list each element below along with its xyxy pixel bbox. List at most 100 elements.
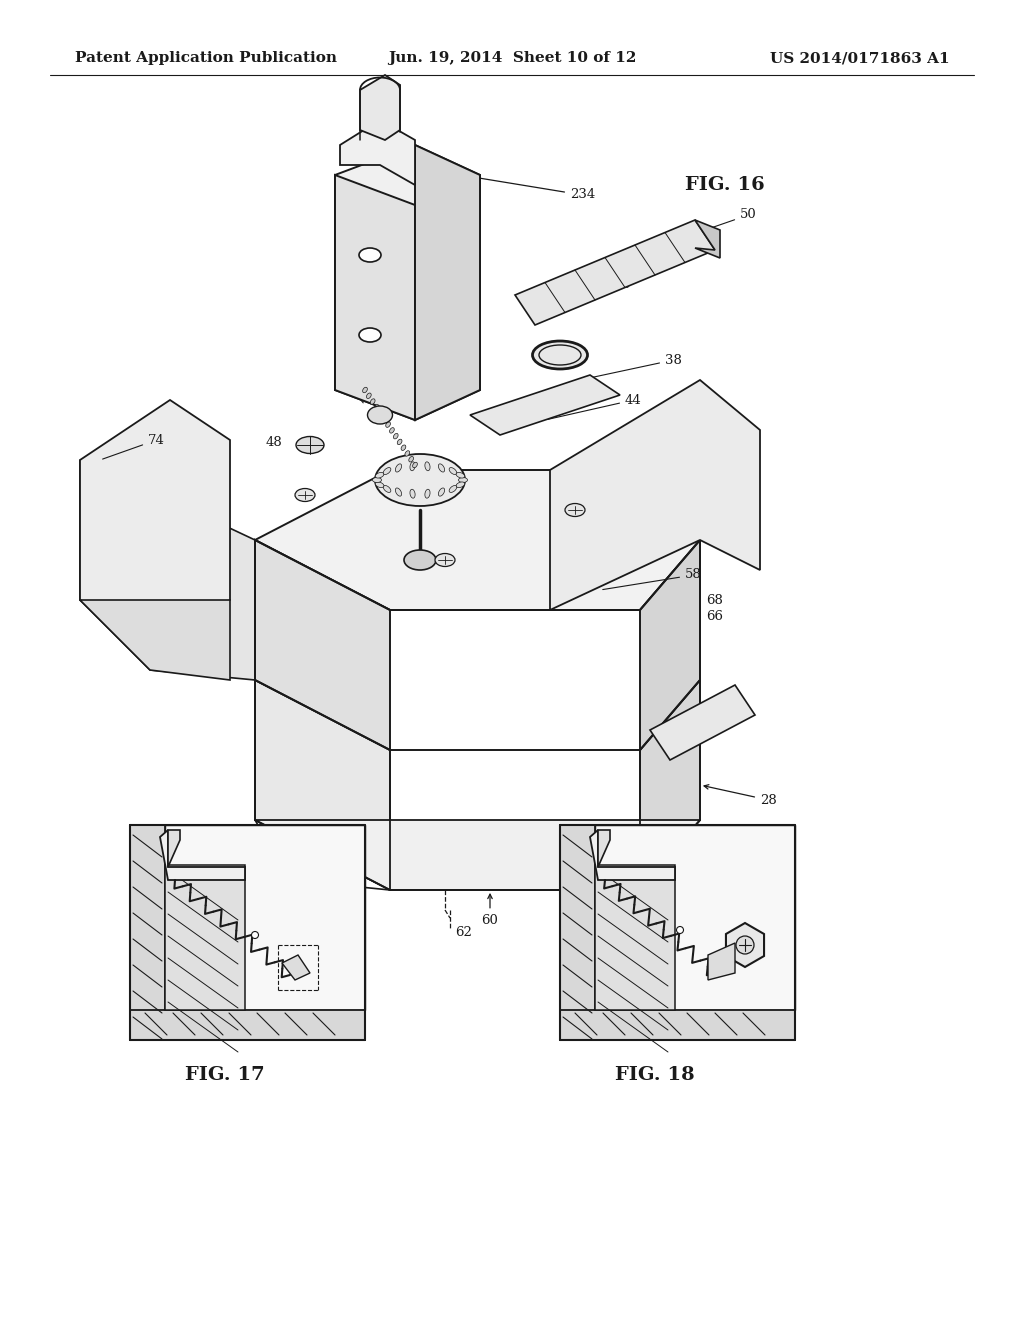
Polygon shape: [168, 830, 180, 867]
Ellipse shape: [450, 486, 457, 492]
Ellipse shape: [438, 488, 444, 496]
Ellipse shape: [362, 387, 368, 393]
Text: 32: 32: [663, 444, 737, 469]
Polygon shape: [335, 176, 415, 420]
Polygon shape: [80, 459, 255, 680]
Text: 36: 36: [285, 874, 304, 907]
Ellipse shape: [413, 462, 418, 467]
Ellipse shape: [395, 488, 401, 496]
Polygon shape: [515, 220, 715, 325]
Ellipse shape: [425, 490, 430, 498]
Polygon shape: [340, 120, 415, 185]
Polygon shape: [595, 825, 795, 1010]
Text: Patent Application Publication: Patent Application Publication: [75, 51, 337, 65]
Text: 234: 234: [434, 169, 595, 202]
Ellipse shape: [295, 488, 315, 502]
Polygon shape: [726, 923, 764, 968]
Ellipse shape: [459, 478, 468, 483]
Ellipse shape: [359, 327, 381, 342]
Ellipse shape: [532, 341, 588, 370]
Ellipse shape: [368, 407, 392, 424]
Text: 44: 44: [548, 393, 642, 420]
Ellipse shape: [404, 450, 410, 457]
Ellipse shape: [435, 553, 455, 566]
Polygon shape: [550, 380, 760, 610]
Polygon shape: [130, 1010, 365, 1040]
Polygon shape: [595, 865, 675, 1010]
Polygon shape: [695, 220, 720, 257]
Ellipse shape: [438, 463, 444, 473]
Polygon shape: [80, 601, 230, 680]
Ellipse shape: [456, 473, 465, 478]
Polygon shape: [640, 540, 700, 750]
Ellipse shape: [383, 486, 391, 492]
Ellipse shape: [565, 503, 585, 516]
Ellipse shape: [359, 248, 381, 261]
Text: 68: 68: [706, 594, 723, 606]
Text: 50: 50: [708, 209, 757, 230]
Polygon shape: [470, 375, 620, 436]
Ellipse shape: [736, 936, 754, 954]
Ellipse shape: [395, 463, 401, 473]
Text: 234: 234: [606, 824, 756, 842]
Polygon shape: [640, 680, 700, 890]
Ellipse shape: [383, 467, 391, 474]
Polygon shape: [282, 954, 310, 979]
Ellipse shape: [375, 473, 384, 478]
Polygon shape: [598, 830, 610, 867]
Polygon shape: [160, 830, 245, 880]
Ellipse shape: [378, 411, 383, 416]
Polygon shape: [255, 820, 700, 890]
Ellipse shape: [450, 467, 457, 474]
Ellipse shape: [393, 433, 398, 438]
Ellipse shape: [410, 462, 415, 471]
Polygon shape: [255, 470, 700, 610]
Text: 238: 238: [671, 896, 758, 923]
Text: 60: 60: [481, 894, 499, 927]
Ellipse shape: [386, 422, 390, 428]
Text: 28: 28: [705, 784, 777, 807]
Ellipse shape: [375, 482, 384, 487]
Ellipse shape: [456, 482, 465, 487]
Ellipse shape: [374, 404, 379, 411]
Ellipse shape: [404, 550, 436, 570]
Ellipse shape: [677, 927, 683, 933]
Polygon shape: [80, 400, 230, 640]
Polygon shape: [560, 1010, 795, 1040]
Text: 74: 74: [102, 433, 165, 459]
Ellipse shape: [371, 399, 375, 404]
Text: FIG. 16: FIG. 16: [685, 176, 765, 194]
Text: 38: 38: [583, 354, 682, 379]
Polygon shape: [335, 145, 480, 420]
Text: 58: 58: [603, 569, 701, 590]
Polygon shape: [255, 680, 390, 890]
Polygon shape: [590, 830, 675, 880]
Polygon shape: [560, 825, 595, 1040]
Polygon shape: [165, 825, 365, 1010]
Ellipse shape: [373, 478, 382, 483]
Ellipse shape: [397, 440, 402, 445]
Polygon shape: [130, 825, 165, 1040]
Polygon shape: [255, 540, 390, 750]
Text: 238: 238: [522, 279, 630, 305]
Ellipse shape: [296, 437, 324, 454]
Ellipse shape: [409, 457, 414, 462]
Text: Jun. 19, 2014  Sheet 10 of 12: Jun. 19, 2014 Sheet 10 of 12: [388, 51, 636, 65]
Ellipse shape: [252, 932, 258, 939]
Polygon shape: [415, 145, 480, 420]
Text: 48: 48: [266, 436, 283, 449]
Ellipse shape: [382, 416, 387, 421]
Text: FIG. 18: FIG. 18: [615, 1067, 694, 1084]
Polygon shape: [650, 685, 755, 760]
Text: 62: 62: [455, 925, 472, 939]
Text: 66: 66: [706, 610, 723, 623]
Text: 64: 64: [400, 334, 417, 346]
Ellipse shape: [425, 462, 430, 471]
Ellipse shape: [401, 445, 406, 450]
Polygon shape: [708, 942, 735, 979]
Text: FIG. 17: FIG. 17: [185, 1067, 264, 1084]
Ellipse shape: [375, 454, 465, 506]
Text: US 2014/0171863 A1: US 2014/0171863 A1: [770, 51, 950, 65]
Text: 56: 56: [340, 379, 364, 403]
Text: 238: 238: [238, 899, 331, 924]
